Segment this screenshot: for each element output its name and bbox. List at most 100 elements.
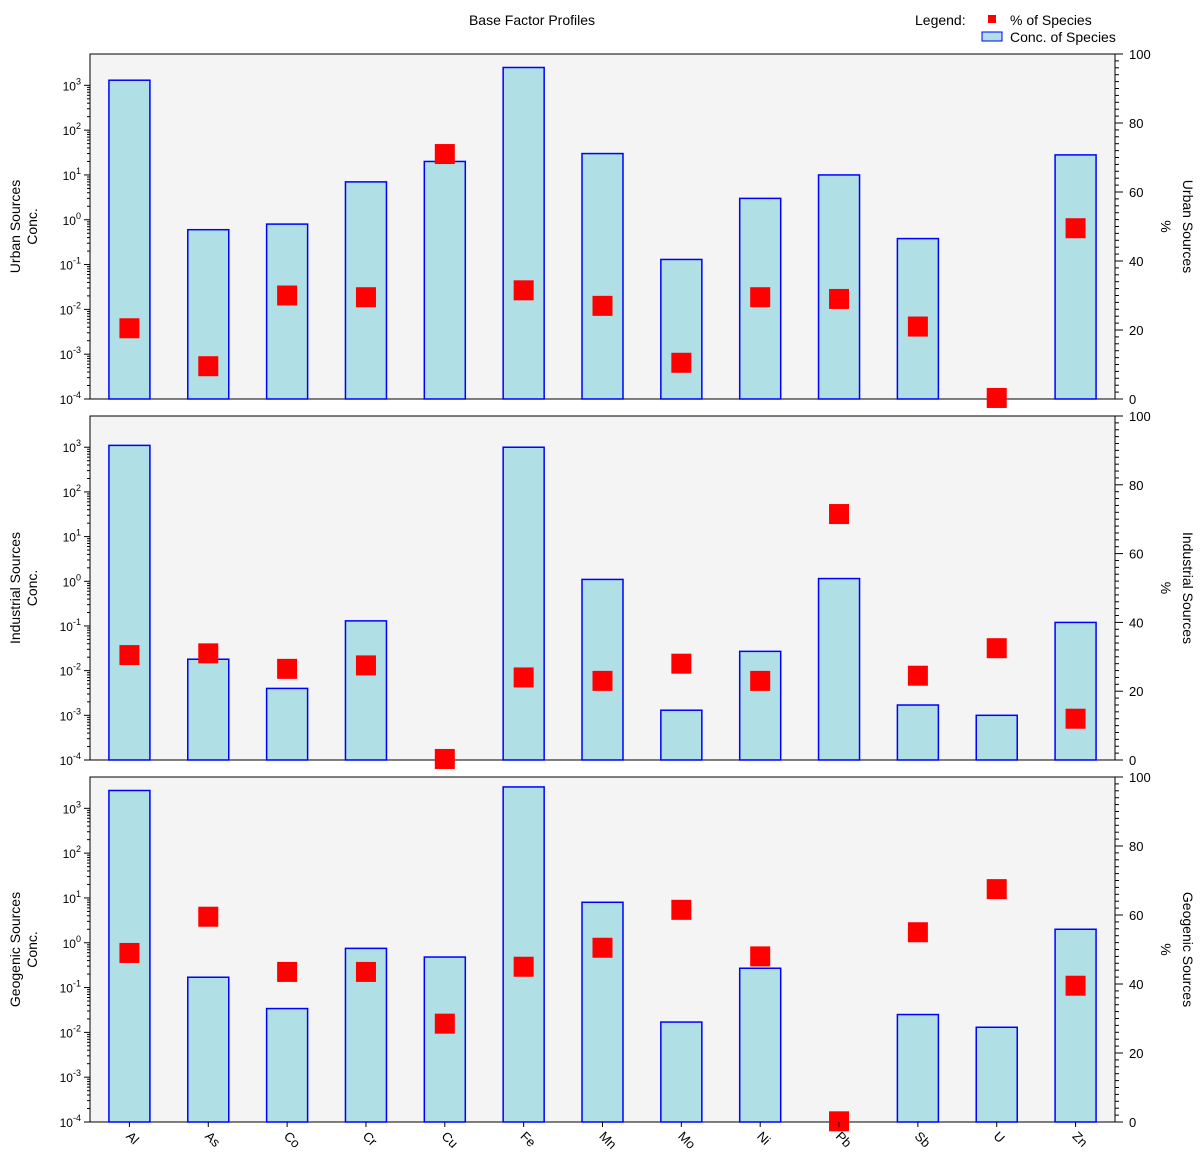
left-tick-label: 10-1: [60, 256, 81, 273]
marker-Co: [277, 285, 298, 306]
right-tick-label: 20: [1129, 1046, 1143, 1061]
left-tick-label: 10-2: [60, 662, 81, 679]
right-tick-label: 100: [1129, 409, 1151, 424]
left-tick-label: 10-2: [60, 300, 81, 317]
bar-Mo: [660, 709, 703, 761]
left-tick-label: 100: [63, 934, 81, 951]
left-tick-label: 10-4: [60, 751, 81, 768]
left-tick-label: 101: [63, 166, 81, 183]
left-axis-label: Geogenic Sources: [7, 892, 23, 1007]
marker-Al: [119, 942, 140, 963]
right-tick-label: 80: [1129, 839, 1143, 854]
marker-Ni: [750, 287, 771, 308]
x-tick-label: Mn: [596, 1129, 619, 1152]
bar-As: [187, 658, 230, 761]
bar-As: [187, 976, 230, 1123]
right-tick-label: 60: [1129, 185, 1143, 200]
marker-Mn: [592, 937, 613, 958]
x-tick-label: Fe: [518, 1129, 539, 1150]
x-tick-label: Sb: [912, 1129, 934, 1151]
x-tick-label: Al: [123, 1129, 142, 1148]
x-tick-label: Pb: [833, 1129, 855, 1151]
bar-Mn: [581, 578, 624, 761]
left-tick-label: 103: [63, 76, 81, 93]
bar-Zn: [1054, 928, 1097, 1123]
left-tick-label: 10-2: [60, 1023, 81, 1040]
right-axis-source-label: Geogenic Sources: [1180, 892, 1196, 1007]
bar-Cr: [344, 620, 388, 761]
x-tick-label: Cr: [360, 1129, 381, 1150]
right-axis-label: %: [1158, 582, 1174, 594]
right-tick-label: 20: [1129, 684, 1143, 699]
right-axis-source-label: Industrial Sources: [1180, 532, 1196, 644]
left-tick-label: 101: [63, 528, 81, 545]
panel-2: 10-4 10-3 10-2 10-1 100 101 102 103 0 20 40 60 80 100…: [7, 409, 1196, 769]
bar-Co: [265, 1007, 309, 1123]
bar-Zn: [1054, 154, 1097, 400]
bar-Mo: [660, 1021, 703, 1123]
bar-Fe: [502, 786, 545, 1123]
marker-Co: [277, 658, 298, 679]
bar-U: [975, 1026, 1018, 1123]
marker-Cr: [355, 961, 376, 982]
left-axis-label-unit: Conc.: [24, 208, 40, 245]
left-tick-label: 10-3: [60, 1068, 81, 1085]
bar-Fe: [502, 446, 545, 761]
x-tick-label: Zn: [1069, 1129, 1090, 1150]
left-tick-label: 10-3: [60, 706, 81, 723]
bar-Mo: [660, 258, 703, 400]
right-tick-label: 100: [1129, 47, 1151, 62]
marker-Fe: [513, 280, 534, 301]
x-tick-label: U: [991, 1129, 1008, 1146]
right-tick-label: 60: [1129, 908, 1143, 923]
marker-Fe: [513, 667, 534, 688]
marker-Al: [119, 645, 140, 666]
left-tick-label: 100: [63, 572, 81, 589]
left-tick-label: 102: [63, 483, 81, 500]
legend-label: Legend:: [915, 12, 966, 28]
marker-Cu: [434, 144, 455, 165]
marker-Cr: [355, 287, 376, 308]
bar-Fe: [502, 66, 545, 400]
marker-Cr: [355, 655, 376, 676]
panel-1: 10-4 10-3 10-2 10-1 100 101 102 103 0 20 40 60 80 100…: [7, 47, 1196, 408]
bar-Sb: [896, 704, 940, 761]
marker-As: [198, 906, 219, 927]
left-tick-label: 102: [63, 844, 81, 861]
legend-entry-conc: Conc. of Species: [1010, 29, 1116, 45]
legend-entry-percent: % of Species: [1010, 12, 1092, 28]
marker-U: [986, 387, 1007, 408]
marker-U: [986, 638, 1007, 659]
right-tick-label: 40: [1129, 254, 1143, 269]
marker-Zn: [1065, 975, 1086, 996]
right-tick-label: 0: [1129, 753, 1136, 768]
bar-Mn: [581, 901, 624, 1123]
marker-Mn: [592, 295, 613, 316]
bar-Zn: [1054, 621, 1097, 761]
left-tick-label: 10-4: [60, 1113, 81, 1130]
right-tick-label: 100: [1129, 770, 1151, 785]
marker-Fe: [513, 956, 534, 977]
legend-swatch-percent: [988, 15, 996, 23]
left-tick-label: 103: [63, 799, 81, 816]
right-tick-label: 40: [1129, 977, 1143, 992]
left-tick-label: 102: [63, 121, 81, 138]
left-tick-label: 10-3: [60, 345, 81, 362]
marker-As: [198, 643, 219, 664]
right-tick-label: 0: [1129, 1115, 1136, 1130]
bar-Pb: [817, 577, 861, 761]
marker-Sb: [907, 665, 928, 686]
marker-Ni: [750, 946, 771, 967]
bar-Al: [108, 444, 151, 761]
x-tick-label: Co: [281, 1129, 303, 1151]
x-axis: Al As Co Cr Cu Fe Mn Mo Ni Pb Sb U Zn: [123, 1122, 1091, 1152]
marker-Zn: [1065, 218, 1086, 239]
marker-Cu: [434, 1013, 455, 1034]
marker-Zn: [1065, 708, 1086, 729]
left-axis-label-unit: Conc.: [24, 570, 40, 607]
left-axis-label: Urban Sources: [7, 180, 23, 273]
right-tick-label: 20: [1129, 323, 1143, 338]
